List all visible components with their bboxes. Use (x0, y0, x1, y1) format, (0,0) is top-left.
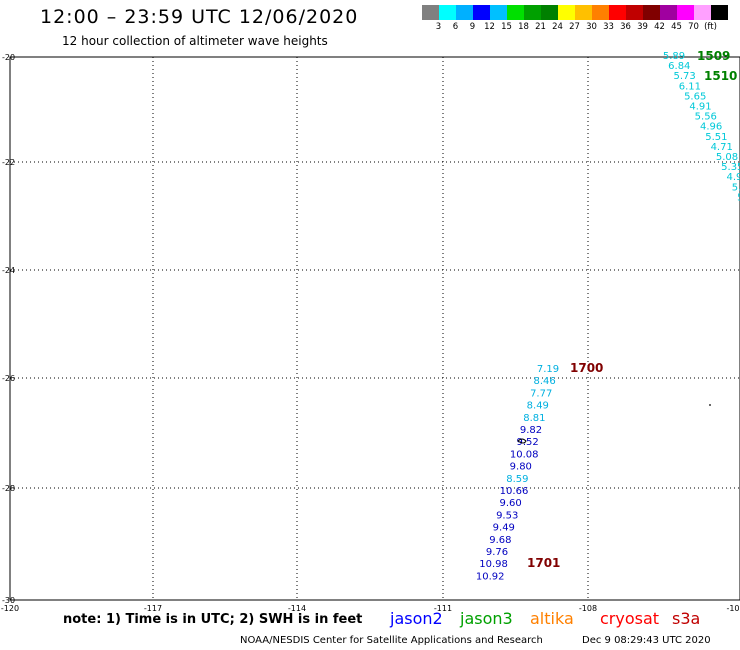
swh-value: 10.66 (500, 486, 529, 497)
swh-value: 8.81 (523, 413, 545, 424)
map-frame (10, 57, 740, 600)
island-marker (709, 404, 711, 406)
swh-value: 9.68 (489, 535, 511, 546)
swh-value: 7.19 (537, 364, 559, 375)
swh-value: 7.77 (530, 388, 552, 399)
lat-label: -24 (2, 266, 15, 275)
footer-note: note: 1) Time is in UTC; 2) SWH is in fe… (63, 612, 362, 627)
legend-altika: altika (530, 609, 574, 628)
lat-label: -20 (2, 53, 15, 62)
swh-value: 10.08 (510, 449, 539, 460)
legend-cryosat: cryosat (600, 609, 659, 628)
swh-value: 9.52 (516, 437, 538, 448)
pass-id: 1509 (697, 49, 730, 63)
legend-jason2: jason2 (390, 609, 443, 628)
pass-id: 1701 (527, 556, 560, 570)
lon-label: -10 (726, 604, 739, 613)
lon-label: -108 (579, 604, 597, 613)
pass-id: 1700 (570, 361, 603, 375)
legend-jason3: jason3 (460, 609, 513, 628)
swh-value: 9.60 (499, 498, 521, 509)
lat-label: -26 (2, 374, 15, 383)
generated-timestamp: Dec 9 08:29:43 UTC 2020 (582, 635, 711, 646)
legend-s3a: s3a (672, 609, 700, 628)
lon-label: -120 (1, 604, 19, 613)
swh-value: 10.98 (479, 559, 508, 570)
swh-value: 10.92 (476, 571, 505, 582)
swh-value: 9.49 (493, 523, 515, 534)
credit-line: NOAA/NESDIS Center for Satellite Applica… (240, 635, 543, 646)
swh-value: 9.82 (520, 425, 542, 436)
swh-value: 8.59 (506, 474, 528, 485)
lat-label: -28 (2, 484, 15, 493)
swh-value: 9.80 (510, 462, 532, 473)
swh-value: 9.53 (496, 510, 518, 521)
swh-value: 8.49 (527, 401, 549, 412)
lat-label: -22 (2, 158, 15, 167)
swh-value: 9.76 (486, 547, 508, 558)
swh-value: 8.46 (533, 376, 555, 387)
pass-id: 1510 (704, 69, 737, 83)
